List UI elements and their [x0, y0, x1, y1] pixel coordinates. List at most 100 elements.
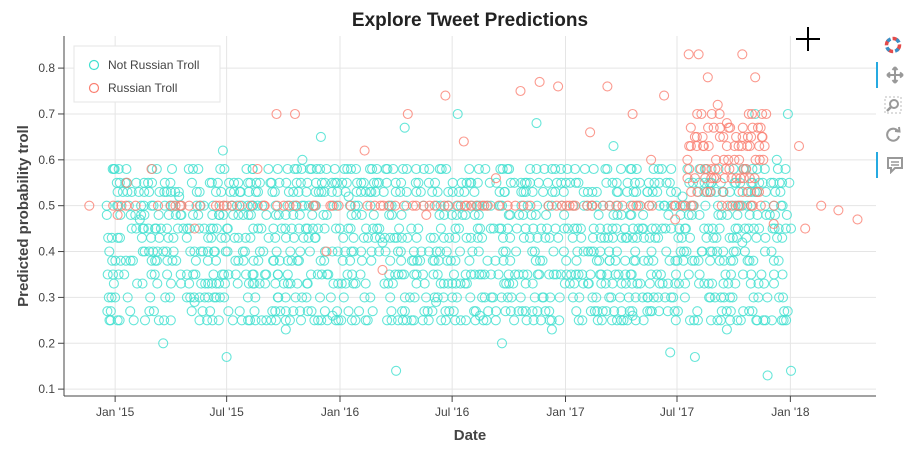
data-point — [752, 122, 764, 133]
data-point — [208, 200, 219, 211]
data-point — [511, 246, 522, 257]
data-point — [378, 200, 389, 211]
data-point — [198, 246, 209, 257]
data-point — [662, 278, 674, 289]
data-point — [648, 292, 659, 303]
data-point — [115, 255, 126, 266]
data-point — [473, 246, 484, 257]
data-point — [110, 292, 121, 303]
data-point — [768, 255, 779, 266]
data-point — [622, 232, 633, 243]
data-point — [646, 306, 657, 317]
data-point — [319, 223, 330, 234]
data-point — [661, 246, 672, 257]
data-point — [107, 163, 118, 175]
data-point — [780, 163, 791, 175]
data-point — [336, 278, 347, 289]
data-point — [334, 223, 345, 234]
data-point — [418, 200, 429, 211]
data-point — [203, 292, 214, 303]
data-point — [440, 306, 451, 317]
data-point — [631, 200, 642, 211]
data-point — [290, 292, 301, 303]
data-point — [509, 315, 520, 326]
data-point — [498, 246, 509, 257]
data-point — [735, 200, 746, 211]
data-point — [684, 232, 696, 243]
data-point — [727, 232, 738, 243]
data-point — [181, 292, 192, 303]
data-point — [755, 200, 766, 211]
data-point — [703, 278, 714, 289]
data-point — [245, 177, 256, 188]
box-zoom-tool[interactable] — [876, 92, 910, 118]
data-point — [328, 278, 339, 289]
data-point — [447, 292, 458, 303]
data-point — [777, 232, 788, 243]
data-point — [295, 177, 306, 188]
data-point — [684, 315, 696, 326]
data-point — [159, 315, 170, 326]
data-point — [450, 223, 461, 234]
data-point — [373, 246, 385, 257]
data-point — [744, 306, 755, 317]
data-point — [208, 223, 219, 234]
data-point — [616, 306, 627, 317]
data-point — [543, 200, 554, 211]
data-point — [721, 141, 732, 152]
data-point — [561, 255, 572, 266]
data-point — [688, 200, 699, 211]
data-point — [710, 154, 722, 165]
data-point — [653, 292, 664, 303]
data-point — [764, 209, 775, 220]
data-point — [453, 186, 465, 197]
data-point — [734, 154, 745, 165]
data-point — [753, 278, 764, 289]
data-point — [423, 246, 434, 257]
data-point — [642, 306, 653, 317]
data-point — [664, 255, 675, 266]
pan-tool[interactable] — [876, 62, 912, 88]
data-point — [249, 278, 260, 289]
data-point — [303, 200, 314, 211]
data-point — [286, 223, 297, 234]
data-point — [427, 306, 438, 317]
data-point — [379, 232, 390, 243]
data-point — [274, 255, 285, 266]
data-point — [273, 292, 284, 303]
data-point — [582, 200, 593, 211]
data-point — [283, 186, 294, 197]
data-point — [540, 306, 551, 317]
data-point — [601, 306, 612, 317]
plot-area[interactable] — [63, 36, 876, 397]
data-point — [253, 223, 264, 234]
data-point — [410, 200, 422, 211]
data-point — [785, 365, 797, 376]
data-point — [413, 177, 424, 188]
data-point — [638, 315, 649, 326]
data-point — [399, 292, 410, 303]
data-point — [691, 131, 702, 142]
chart-title: Explore Tweet Predictions — [352, 10, 588, 31]
data-point — [472, 177, 483, 188]
data-point — [720, 269, 731, 280]
data-point — [613, 269, 624, 280]
data-point — [338, 292, 349, 303]
bokeh-logo-icon[interactable] — [876, 32, 910, 58]
data-point — [465, 292, 476, 303]
data-point — [143, 177, 154, 188]
data-point — [185, 246, 196, 257]
data-point — [291, 200, 302, 211]
data-point — [686, 186, 697, 197]
data-point — [327, 200, 338, 211]
data-point — [473, 163, 484, 175]
data-point — [623, 292, 634, 303]
data-point — [297, 154, 308, 165]
reset-tool[interactable] — [876, 122, 910, 148]
data-point — [343, 223, 354, 234]
data-point — [548, 269, 559, 280]
hover-tool[interactable] — [876, 152, 912, 178]
data-point — [107, 269, 119, 280]
data-point — [521, 177, 532, 188]
data-point — [757, 108, 768, 120]
